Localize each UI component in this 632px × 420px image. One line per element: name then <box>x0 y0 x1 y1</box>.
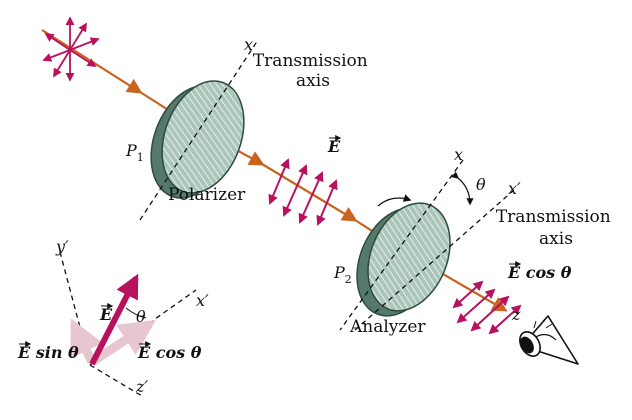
transmission-axis-label-1: Transmission axis <box>253 51 373 91</box>
inset-e-vector <box>89 273 139 366</box>
inset-axes <box>59 251 197 397</box>
x-label-polarizer: x <box>244 35 253 54</box>
p2-label: P2 <box>333 263 352 286</box>
transmission-axis-label-2: Transmission axis <box>496 207 616 249</box>
rotation-arrow <box>377 194 412 207</box>
inset-e-cos-component <box>89 320 157 366</box>
theta-arc-top <box>451 171 474 206</box>
unpolarized-light-star <box>42 16 100 82</box>
inset-e-sin-label: E sin θ <box>17 343 79 362</box>
inset-y-prime-label: y′ <box>55 237 69 256</box>
inset-x-prime-label: x′ <box>196 291 209 310</box>
polarized-field-arrows <box>268 158 338 226</box>
x-label-analyzer: x <box>454 145 463 164</box>
eye-icon <box>519 315 579 365</box>
p1-label: P1 <box>125 141 144 164</box>
inset-e-sin-component <box>69 318 103 364</box>
inset-e-label: E <box>99 305 113 324</box>
inset-z-prime-label: z′ <box>135 377 148 396</box>
analyzer-x-axis <box>339 159 464 331</box>
polarizer-label: Polarizer <box>168 185 246 205</box>
inset-theta-label: θ <box>136 307 146 326</box>
analyzer-label: Analyzer <box>349 317 426 337</box>
analyzer-disk <box>356 202 451 317</box>
e-label-mid: E <box>327 137 341 156</box>
e-cos-label-right: E cos θ <box>507 263 572 282</box>
z-label: z <box>511 305 521 324</box>
transmitted-field-arrows <box>452 280 522 335</box>
polarizer-disk <box>150 80 245 199</box>
theta-label-top: θ <box>476 175 486 194</box>
inset-e-cos-label: E cos θ <box>137 343 202 362</box>
x-prime-label: x′ <box>508 179 521 198</box>
inset-theta-arc <box>125 307 147 319</box>
